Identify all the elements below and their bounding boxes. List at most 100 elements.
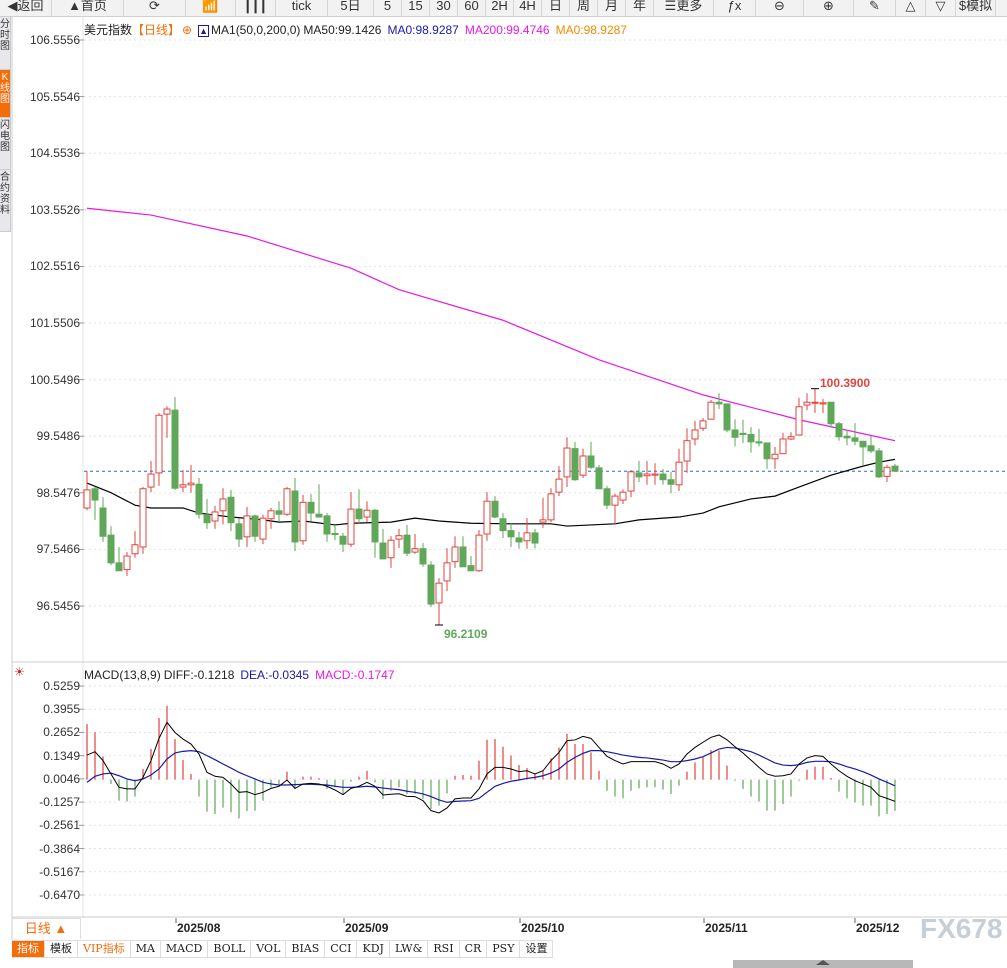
candle-down [891, 465, 899, 472]
candle-down [747, 433, 755, 443]
tab-5[interactable]: BOLL [208, 941, 252, 957]
candle-down [723, 403, 731, 431]
tab-1[interactable]: 模板 [45, 941, 78, 957]
period-14-button[interactable]: 周 [570, 0, 598, 16]
price-tick-label: 101.5506 [29, 316, 80, 330]
zoom-out-button[interactable]: ⊖ [756, 0, 804, 16]
tab-8[interactable]: CCI [325, 941, 358, 957]
triangle-down-button[interactable]: ▽ [926, 0, 956, 16]
candle-down [731, 429, 739, 438]
candle-up [155, 414, 163, 474]
candle-down [323, 515, 331, 535]
period-11-button[interactable]: 2H [486, 0, 514, 16]
triangle-button[interactable]: △ [896, 0, 926, 16]
period-7-button[interactable]: 5 [374, 0, 402, 16]
pen-button[interactable]: ✎ [854, 0, 896, 16]
tab-14[interactable]: 设置 [520, 941, 554, 957]
candle-up [819, 402, 827, 405]
candle-up [627, 471, 635, 492]
candle-down [835, 423, 843, 438]
refresh-button[interactable]: ⟳ [124, 0, 186, 16]
candle-up [363, 509, 371, 518]
candlestick-button[interactable]: ┃┃┃ [236, 0, 276, 16]
macd-name: MACD(13,8,9) [84, 668, 161, 682]
dea-line [86, 746, 896, 803]
period-15-button[interactable]: 月 [598, 0, 626, 16]
candle-up [675, 461, 683, 486]
period-10-button[interactable]: 60 [458, 0, 486, 16]
back-arrow-button[interactable]: ◀返回 [0, 0, 52, 16]
period-6-button[interactable]: 5日 [328, 0, 374, 16]
period-13-button[interactable]: 日 [542, 0, 570, 16]
tab-4[interactable]: MACD [161, 941, 209, 957]
tab-0[interactable]: 指标 [12, 941, 45, 957]
tab-7[interactable]: BIAS [286, 941, 326, 957]
candle-up [187, 482, 195, 486]
menu-button[interactable]: ☰更多 [654, 0, 714, 16]
indicator-tabs: 指标 模板 VIP指标 MA MACD BOLL VOL BIAS CCI KDJ LW& RSI CR… [12, 940, 554, 958]
home-button[interactable]: ▲首页 [52, 0, 124, 16]
macd-settings-icon[interactable]: ☀ [14, 665, 25, 679]
candle-up [555, 478, 563, 493]
period-8-button[interactable]: 15 [402, 0, 430, 16]
period-9-button[interactable]: 30 [430, 0, 458, 16]
scroll-up-arrow-icon[interactable] [816, 960, 830, 965]
tab-2[interactable]: VIP指标 [78, 941, 131, 957]
macd-tick-label: -0.1257 [39, 795, 80, 810]
price-tick-label: 102.5516 [29, 259, 80, 274]
macd-tick-label: 0.0046 [43, 771, 80, 786]
candle-up [211, 511, 219, 522]
date-tick-label: 2025/09 [345, 921, 389, 935]
date-tick-label: 2025/08 [177, 921, 221, 935]
tab-3[interactable]: MA [131, 941, 161, 957]
settings-icon[interactable]: ⊕ [182, 23, 193, 37]
macd-value: MACD:-0.1747 [315, 668, 395, 682]
candle-up [651, 473, 659, 476]
candle-up [147, 473, 155, 488]
dollar-button[interactable]: $模拟 [956, 0, 996, 16]
candle-up [795, 406, 803, 436]
tab-13[interactable]: PSY [487, 941, 521, 957]
date-tick-label: 2025/12 [856, 921, 900, 935]
candle-up [483, 500, 491, 535]
sidebar-item-1[interactable]: K线图 [0, 70, 10, 118]
candle-down [427, 564, 435, 605]
candle-down [307, 501, 315, 514]
sidebar-item-3[interactable]: 合约资料 [0, 170, 10, 232]
sidebar-item-2[interactable]: 闪电图 [0, 118, 10, 170]
tab-9[interactable]: KDJ [357, 941, 390, 957]
period-12-button[interactable]: 4H [514, 0, 542, 16]
tab-11[interactable]: RSI [428, 941, 460, 957]
candle-down [331, 532, 339, 536]
candle-up [811, 401, 819, 404]
symbol-name: 美元指数 [84, 23, 133, 37]
candle-down [403, 534, 411, 554]
candle-down [91, 488, 99, 501]
candle-up [619, 491, 627, 501]
function-button[interactable]: ƒx [714, 0, 756, 16]
candle-down [875, 450, 883, 478]
tab-10[interactable]: LW& [390, 941, 429, 957]
candle-up [435, 582, 443, 604]
candle-down [739, 432, 747, 435]
candle-up [699, 420, 707, 429]
candle-up [643, 473, 651, 477]
candle-down [203, 514, 211, 524]
zoom-in-button[interactable]: ⊕ [804, 0, 854, 16]
tab-12[interactable]: CR [460, 941, 488, 957]
bar-chart-button[interactable]: 📶 [186, 0, 236, 16]
candle-up [219, 498, 227, 512]
candle-down [459, 546, 467, 568]
sidebar-item-0[interactable]: 分时图 [0, 17, 10, 70]
candle-up [163, 408, 171, 415]
tab-6[interactable]: VOL [251, 941, 287, 957]
candle-up [475, 534, 483, 572]
macd-tick-label: -0.5167 [39, 864, 80, 879]
ma50-value: MA50:99.1426 [303, 23, 382, 37]
candle-up [139, 488, 147, 548]
period-selector[interactable]: 日线 ▲ [12, 918, 81, 939]
period-5-button[interactable]: tick [276, 0, 328, 16]
period-16-button[interactable]: 年 [626, 0, 654, 16]
candle-up [179, 484, 187, 488]
